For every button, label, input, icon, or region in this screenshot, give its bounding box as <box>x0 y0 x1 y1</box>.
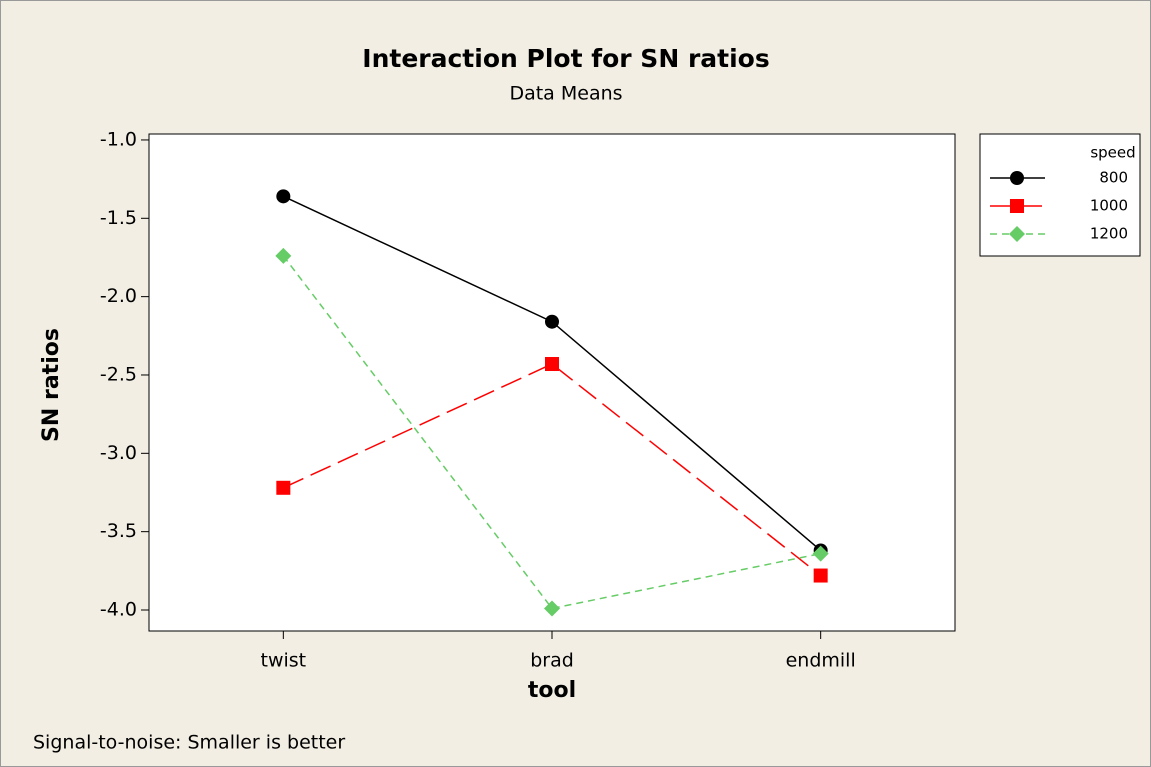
legend-box <box>979 133 1141 257</box>
legend-label: 800 <box>1099 169 1128 187</box>
annotation: Signal-to-noise: Smaller is better <box>33 732 345 754</box>
point <box>545 314 559 329</box>
y-axis-label: SN ratios <box>39 328 64 442</box>
legend-marker <box>1010 171 1024 185</box>
y-tick-label: -1.5 <box>100 207 137 229</box>
point <box>545 357 559 372</box>
legend-marker <box>1010 199 1024 213</box>
series-line <box>283 363 822 577</box>
y-tick-label: -2.5 <box>100 363 137 385</box>
point <box>813 568 828 583</box>
plot-area <box>148 133 956 632</box>
point <box>276 189 291 204</box>
series-line <box>282 255 821 610</box>
legend-title: speed <box>1090 144 1135 162</box>
y-tick-label: -3.5 <box>100 520 137 542</box>
point <box>544 600 560 617</box>
y-tick-label: -3.0 <box>100 442 137 464</box>
x-tick-label: brad <box>530 650 574 672</box>
point <box>812 545 829 562</box>
chart-title: Interaction Plot for SN ratios <box>362 44 769 73</box>
point <box>276 480 291 495</box>
x-axis-label: tool <box>528 678 576 703</box>
point <box>275 247 292 264</box>
y-tick-label: -1.0 <box>100 128 137 150</box>
legend-label: 1200 <box>1090 225 1128 243</box>
legend-marker <box>1009 226 1025 242</box>
y-tick-label: -4.0 <box>100 599 137 621</box>
chart-subtitle: Data Means <box>509 83 622 105</box>
x-tick-label: endmill <box>786 650 856 672</box>
x-tick-label: twist <box>261 650 307 672</box>
legend-label: 1000 <box>1090 197 1128 215</box>
y-tick-label: -2.0 <box>100 285 137 307</box>
